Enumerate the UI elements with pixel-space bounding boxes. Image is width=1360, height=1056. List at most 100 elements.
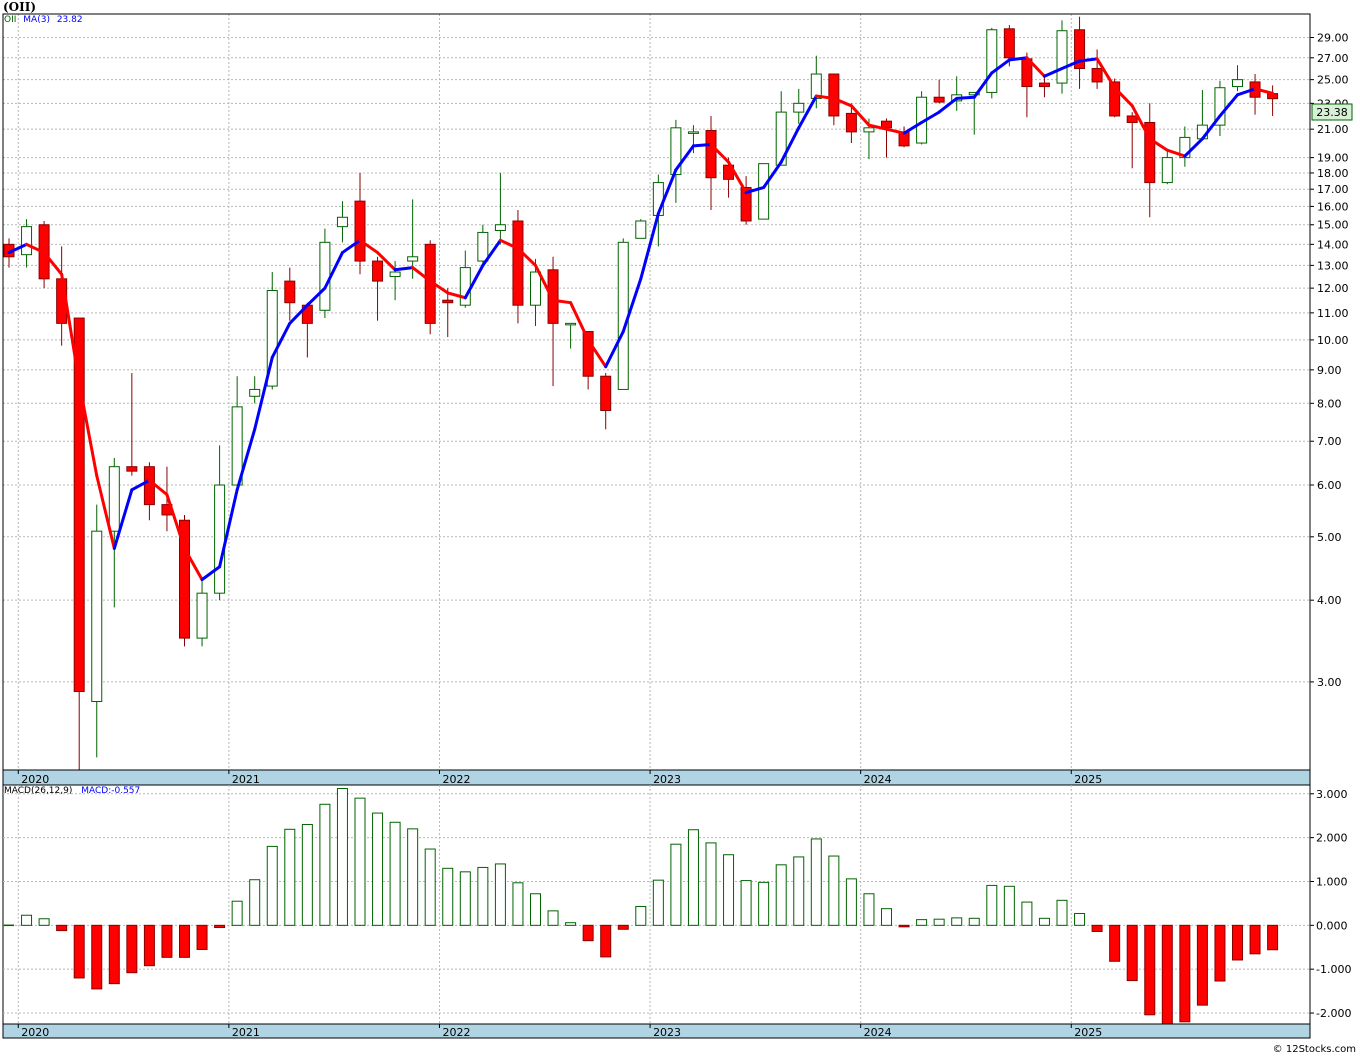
macd-bar — [424, 848, 436, 926]
price-tick-label: 4.00 — [1317, 594, 1342, 607]
candle-body — [828, 73, 840, 117]
price-tick-label: 12.00 — [1317, 282, 1349, 295]
price-tick-label: 11.00 — [1317, 307, 1349, 320]
ma-segment — [779, 126, 801, 164]
price-axis: 3.00 4.00 5.00 6.00 7.00 8.00 9.00 10.00 11.00 12… — [1310, 31, 1349, 689]
candle-body — [494, 224, 506, 231]
macd-bar — [1214, 924, 1226, 982]
macd-bar — [231, 900, 243, 926]
ma-segment — [920, 110, 941, 124]
candle-body — [336, 216, 348, 228]
legend-ma-label: MA(3) — [23, 15, 50, 25]
ma-segment — [1218, 93, 1239, 118]
ma-segment — [1095, 57, 1117, 90]
candle-body — [73, 317, 85, 693]
price-tick-label: 8.00 — [1317, 397, 1342, 410]
macd-bar — [810, 838, 822, 926]
candle-body — [617, 241, 629, 390]
macd-bar — [828, 855, 840, 926]
price-tick-label: 10.00 — [1317, 334, 1349, 347]
candle-body — [565, 322, 577, 326]
ma-segment — [674, 144, 695, 172]
macd-bar — [1074, 912, 1086, 926]
year-label: 2022 — [442, 1026, 470, 1039]
macd-bar — [179, 924, 190, 958]
ma-segment — [428, 279, 450, 295]
macd-bar — [38, 918, 50, 926]
macd-bar — [477, 866, 489, 926]
macd-histogram — [3, 788, 1279, 1026]
candlesticks — [3, 16, 1279, 798]
legend-symbol: OII — [4, 15, 17, 25]
price-tick-label: 14.00 — [1317, 238, 1349, 251]
ma-segment — [1148, 137, 1169, 152]
ma-segment — [200, 565, 222, 582]
ma-segment — [376, 251, 397, 272]
last-price-marker: 23.38 — [1311, 103, 1353, 121]
chart-title: (OII) — [3, 0, 37, 14]
candle-body — [635, 220, 647, 239]
macd-bar — [705, 842, 717, 926]
candle-body — [775, 111, 787, 166]
ma-segment — [621, 277, 643, 334]
price-tick-label: 27.00 — [1317, 52, 1349, 65]
macd-bar — [775, 864, 787, 926]
candle-body — [547, 269, 559, 324]
macd-bar — [986, 884, 998, 926]
macd-bar — [494, 863, 506, 926]
year-label: 2020 — [21, 1026, 49, 1039]
macd-legend: MACD(26,12,9) MACD:-0.557 — [4, 786, 140, 796]
macd-bar — [143, 924, 155, 967]
year-label: 2021 — [232, 1026, 260, 1039]
macd-bar — [1091, 924, 1103, 932]
macd-bar — [1126, 924, 1138, 982]
ma-segment — [955, 95, 976, 100]
ma-segment — [902, 120, 924, 135]
macd-bar — [1109, 924, 1121, 962]
macd-bar — [1232, 924, 1243, 961]
ma-segment — [218, 488, 239, 569]
year-label: 2023 — [653, 1026, 681, 1039]
macd-bar — [652, 879, 664, 926]
macd-bar — [73, 924, 85, 979]
ma-segment — [95, 474, 116, 550]
ma-segment — [1130, 104, 1152, 141]
ma-segment — [814, 94, 836, 100]
macd-tick-label: 0.000 — [1316, 919, 1348, 932]
macd-bar — [21, 914, 33, 926]
macd-bar — [723, 854, 735, 926]
macd-bar — [916, 919, 928, 926]
ma-segment — [744, 186, 766, 195]
macd-bar — [319, 803, 331, 926]
macd-bar — [1021, 901, 1033, 926]
candle-body — [845, 112, 857, 133]
macd-bar — [126, 924, 138, 974]
ma-segment — [849, 104, 871, 127]
macd-bar — [1179, 924, 1191, 1023]
year-label: 2021 — [232, 773, 260, 786]
candle-body — [793, 102, 805, 113]
ma-segment — [358, 238, 380, 255]
macd-bar — [1056, 899, 1068, 926]
ma-segment — [270, 321, 292, 359]
candle-body — [354, 200, 366, 262]
candle-body — [459, 267, 471, 306]
ma-segment — [569, 301, 590, 342]
candle-body — [1144, 121, 1156, 184]
ma-segment — [7, 242, 29, 255]
macd-bar — [354, 797, 366, 926]
macd-bar — [389, 821, 401, 926]
legend-ma-value: 23.82 — [56, 15, 83, 25]
candle-body — [196, 592, 208, 639]
candle-body — [214, 484, 226, 594]
year-label: 2020 — [21, 773, 49, 786]
macd-bar — [530, 893, 541, 926]
candle-body — [442, 299, 454, 304]
ma-segment — [1042, 67, 1064, 78]
ma-segment — [1236, 87, 1257, 97]
candle-body — [372, 260, 384, 282]
macd-bar — [565, 922, 577, 926]
candle-body — [1161, 157, 1173, 184]
macd-bar — [951, 917, 963, 926]
ma-segment — [393, 266, 415, 272]
